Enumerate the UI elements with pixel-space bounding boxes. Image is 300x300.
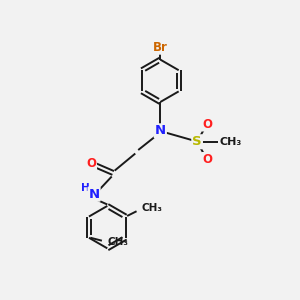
Text: O: O: [86, 157, 96, 170]
Text: H: H: [81, 183, 90, 193]
Text: CH₃: CH₃: [142, 203, 163, 213]
Text: N: N: [88, 188, 100, 201]
Text: O: O: [202, 153, 212, 166]
Text: S: S: [192, 135, 202, 148]
Text: CH₃: CH₃: [107, 237, 128, 247]
Text: N: N: [155, 124, 166, 137]
Text: CH₃: CH₃: [220, 137, 242, 147]
Text: Br: Br: [153, 41, 168, 54]
Text: O: O: [202, 118, 212, 130]
